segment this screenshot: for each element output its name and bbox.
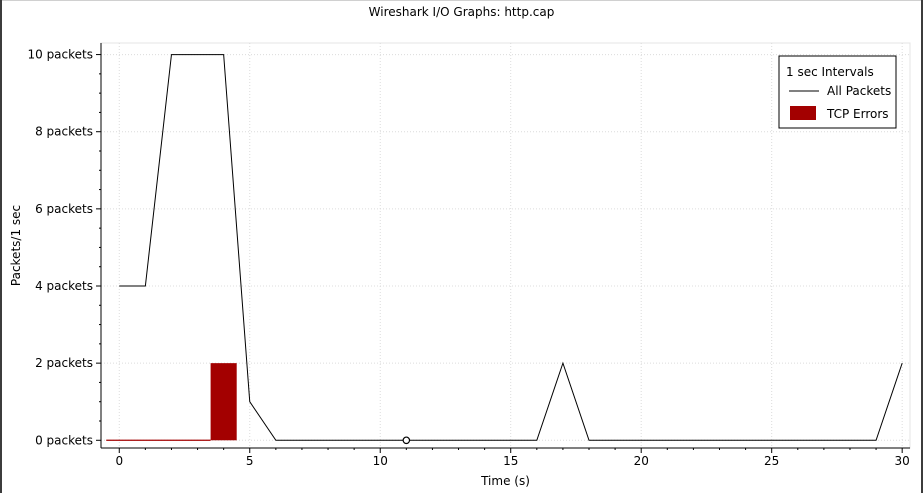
x-tick-label: 0 [115,454,123,468]
legend: 1 sec Intervals All Packets TCP Errors [778,55,897,129]
bars-layer [106,363,237,441]
legend-all-packets-label: All Packets [827,84,891,98]
y-tick-label: 2 packets [35,356,93,370]
lines-layer [119,54,903,445]
legend-tcp-errors-label: TCP Errors [826,107,889,121]
y-tick-label: 0 packets [35,433,93,447]
chart-title: Wireshark I/O Graphs: http.cap [368,5,555,19]
y-tick-label: 8 packets [35,125,93,139]
selected-packet-marker [402,436,411,445]
x-tick-label: 15 [503,454,518,468]
legend-title: 1 sec Intervals [786,65,874,79]
axes-layer [100,43,910,449]
legend-tcp-errors-swatch [790,106,816,120]
y-axis-label: Packets/1 sec [9,205,23,286]
x-tick-label: 25 [764,454,779,468]
y-tick-label: 10 packets [27,48,93,62]
x-axis-label: Time (s) [480,474,530,488]
x-tick-label: 30 [895,454,910,468]
y-tick-label: 6 packets [35,202,93,216]
all-packets-line [119,54,903,441]
window-left-border [0,0,2,493]
x-tick-label: 20 [634,454,649,468]
ticks-layer: 0 packets 2 packets 4 packets 6 packets 8 pa… [27,48,909,468]
window-top-border [0,0,923,1]
tcp-errors-bar [210,363,237,441]
x-tick-label: 10 [373,454,388,468]
x-tick-label: 5 [246,454,254,468]
window-right-border [921,0,923,493]
y-tick-label: 4 packets [35,279,93,293]
